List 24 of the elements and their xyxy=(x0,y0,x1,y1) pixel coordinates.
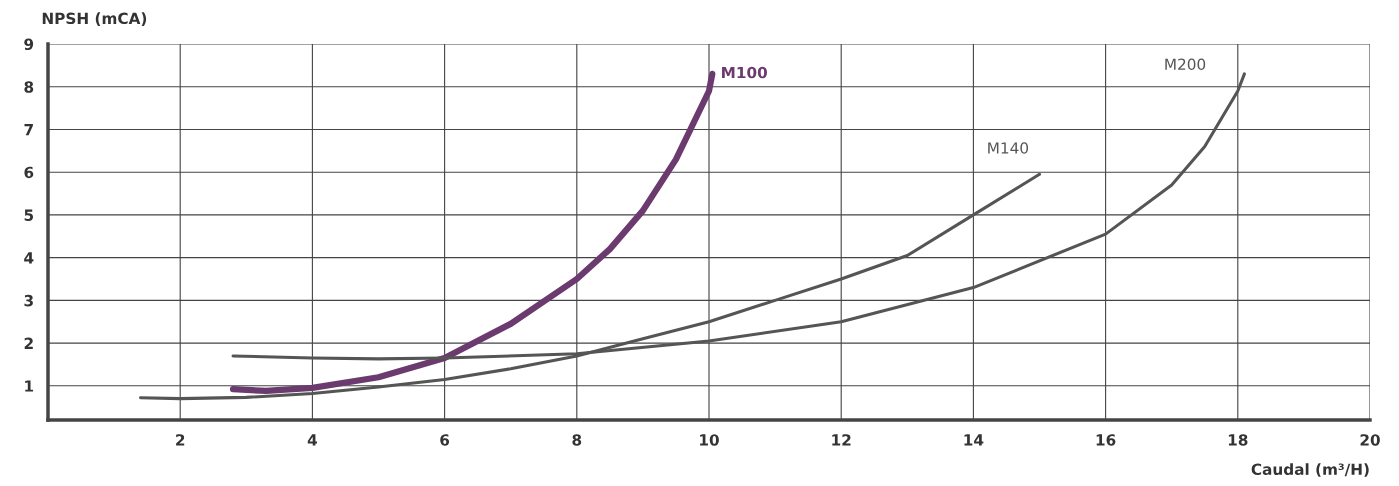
y-tick-label: 4 xyxy=(24,252,34,264)
x-tick-label: 8 xyxy=(572,434,582,446)
x-tick-label: 4 xyxy=(307,434,318,446)
y-tick-label: 2 xyxy=(24,337,33,349)
y-tick-label: 5 xyxy=(24,209,34,221)
y-tick-label: 7 xyxy=(24,124,33,136)
y-tick-label: 6 xyxy=(24,166,34,179)
x-tick-label: 16 xyxy=(1096,434,1116,446)
x-tick-label: 10 xyxy=(700,434,719,446)
x-tick-label: 14 xyxy=(964,434,984,446)
text: M200 xyxy=(1165,58,1206,71)
x-tick-label: 2 xyxy=(176,434,185,446)
y-tick-label: 8 xyxy=(24,81,34,93)
x-tick-label: 12 xyxy=(832,434,851,446)
x-tick-label: 20 xyxy=(1360,434,1380,446)
x-axis-title: Caudal (m³/H) xyxy=(1251,463,1369,477)
y-tick-label: 1 xyxy=(25,380,34,392)
x-tick-label: 6 xyxy=(440,434,450,446)
y-tick-label: 3 xyxy=(24,294,33,307)
x-tick-label: 18 xyxy=(1228,434,1248,446)
y-tick-label: 9 xyxy=(24,38,34,51)
series-label: M140 xyxy=(988,142,1029,154)
series-label: M100 xyxy=(722,66,767,79)
y-axis-title: NPSH (mCA) xyxy=(42,12,147,26)
